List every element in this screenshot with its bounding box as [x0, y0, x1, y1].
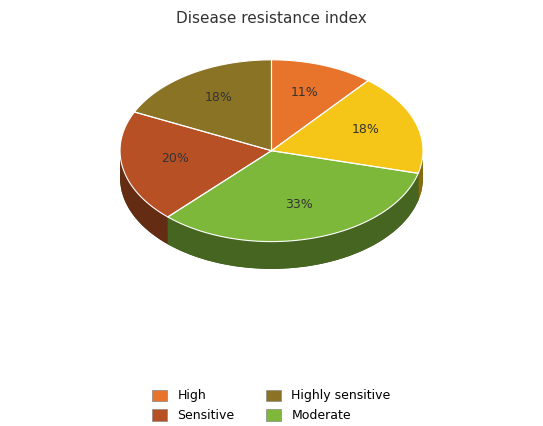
Polygon shape	[168, 151, 272, 244]
Text: 20%: 20%	[161, 152, 189, 165]
Title: Disease resistance index: Disease resistance index	[176, 11, 367, 26]
Polygon shape	[168, 151, 272, 244]
Polygon shape	[272, 151, 418, 201]
Ellipse shape	[120, 87, 423, 269]
Polygon shape	[168, 173, 418, 269]
Polygon shape	[272, 151, 418, 201]
Legend: High, Sensitive, Resistant, Highly sensitive, Moderate: High, Sensitive, Resistant, Highly sensi…	[153, 389, 390, 426]
Text: 18%: 18%	[351, 123, 379, 136]
Polygon shape	[418, 151, 423, 201]
Polygon shape	[135, 60, 272, 151]
Text: 33%: 33%	[285, 198, 313, 211]
Polygon shape	[272, 81, 423, 173]
Text: 18%: 18%	[205, 91, 233, 104]
Text: 11%: 11%	[291, 86, 319, 98]
Polygon shape	[120, 112, 272, 217]
Polygon shape	[168, 151, 418, 242]
Polygon shape	[272, 60, 368, 151]
Polygon shape	[120, 150, 168, 244]
